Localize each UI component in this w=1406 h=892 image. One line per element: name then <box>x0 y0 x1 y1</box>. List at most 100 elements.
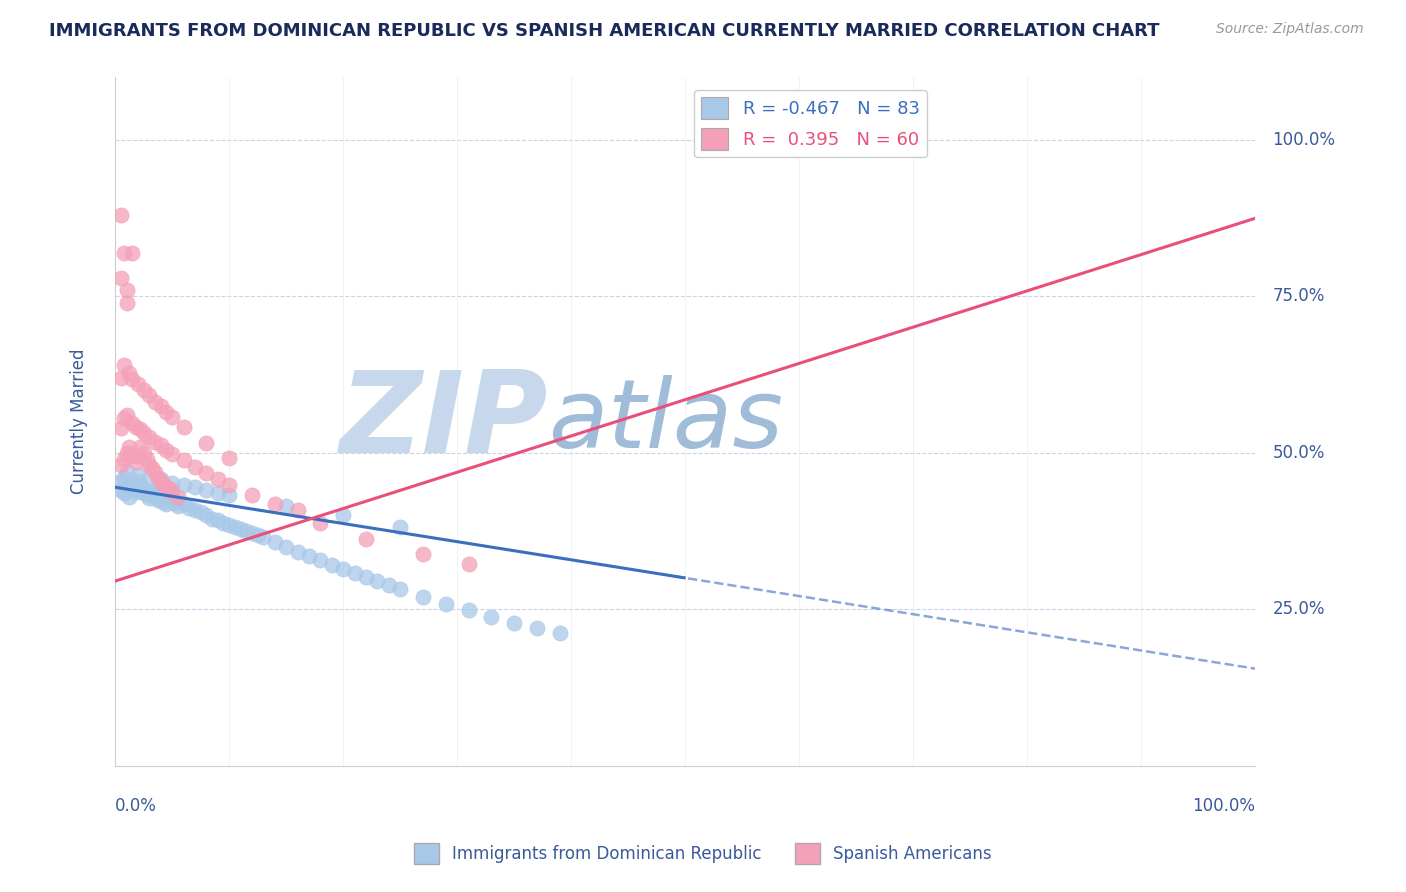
Point <box>110 483 132 498</box>
Point <box>110 208 132 222</box>
Point <box>132 482 155 496</box>
Point <box>263 534 285 549</box>
Point <box>548 626 571 640</box>
Point <box>138 430 160 444</box>
Point <box>124 474 146 488</box>
Point <box>287 503 309 517</box>
Point <box>207 513 229 527</box>
Point <box>287 544 309 558</box>
Point <box>173 478 195 492</box>
Point <box>298 549 321 563</box>
Text: Currently Married: Currently Married <box>70 349 87 494</box>
Point <box>110 421 132 435</box>
Point <box>173 419 195 434</box>
Point <box>110 370 132 384</box>
Point <box>184 459 207 474</box>
Point <box>224 519 246 533</box>
Point <box>112 245 135 260</box>
Point <box>121 449 143 463</box>
Point <box>118 490 141 504</box>
Point <box>218 488 240 502</box>
Point <box>389 519 412 533</box>
Point <box>136 488 159 502</box>
Point <box>115 465 138 479</box>
Point <box>235 524 257 538</box>
Point <box>115 409 138 423</box>
Point <box>332 508 354 523</box>
Point <box>152 488 174 502</box>
Point <box>195 436 218 450</box>
Point <box>121 416 143 430</box>
Legend: Immigrants from Dominican Republic, Spanish Americans: Immigrants from Dominican Republic, Span… <box>408 837 998 871</box>
Text: IMMIGRANTS FROM DOMINICAN REPUBLIC VS SPANISH AMERICAN CURRENTLY MARRIED CORRELA: IMMIGRANTS FROM DOMINICAN REPUBLIC VS SP… <box>49 22 1160 40</box>
Point <box>184 480 207 494</box>
Text: atlas: atlas <box>548 375 783 468</box>
Point <box>160 475 183 490</box>
Point <box>129 440 152 454</box>
Point <box>276 499 298 513</box>
Point <box>207 472 229 486</box>
Point <box>195 483 218 498</box>
Point <box>118 366 141 380</box>
Text: 50.0%: 50.0% <box>1272 444 1324 462</box>
Text: 100.0%: 100.0% <box>1272 131 1336 149</box>
Point <box>138 471 160 485</box>
Point <box>412 547 434 561</box>
Point <box>526 621 548 635</box>
Point <box>218 450 240 465</box>
Point <box>129 422 152 436</box>
Point <box>132 486 155 500</box>
Point <box>138 388 160 402</box>
Point <box>149 484 172 499</box>
Point <box>143 465 166 479</box>
Point <box>366 574 388 588</box>
Point <box>127 467 149 482</box>
Point <box>112 452 135 467</box>
Point <box>184 503 207 517</box>
Point <box>121 480 143 494</box>
Point <box>332 561 354 575</box>
Point <box>129 478 152 492</box>
Point <box>218 478 240 492</box>
Point <box>160 447 183 461</box>
Point <box>149 438 172 452</box>
Point <box>155 480 177 494</box>
Point <box>173 497 195 511</box>
Point <box>148 491 170 505</box>
Point <box>138 458 160 473</box>
Point <box>159 486 181 500</box>
Text: Source: ZipAtlas.com: Source: ZipAtlas.com <box>1216 22 1364 37</box>
Text: 100.0%: 100.0% <box>1192 797 1256 814</box>
Point <box>166 490 188 504</box>
Point <box>155 497 177 511</box>
Point <box>127 482 149 496</box>
Point <box>160 409 183 424</box>
Point <box>218 517 240 532</box>
Point <box>110 474 132 488</box>
Point <box>121 477 143 491</box>
Point <box>195 466 218 480</box>
Point <box>143 490 166 504</box>
Point <box>160 484 183 499</box>
Point <box>132 425 155 440</box>
Point <box>148 492 170 507</box>
Point <box>434 597 457 611</box>
Point <box>141 486 163 500</box>
Point <box>503 615 526 630</box>
Point <box>155 491 177 505</box>
Point <box>149 474 172 488</box>
Point <box>207 486 229 500</box>
Point <box>159 492 181 507</box>
Point <box>143 434 166 449</box>
Point <box>124 484 146 499</box>
Point <box>121 245 143 260</box>
Point <box>115 446 138 460</box>
Point <box>152 477 174 491</box>
Point <box>263 497 285 511</box>
Point <box>138 491 160 505</box>
Point <box>132 446 155 460</box>
Point <box>173 453 195 467</box>
Point <box>201 511 224 525</box>
Point <box>160 490 183 504</box>
Point <box>179 500 201 515</box>
